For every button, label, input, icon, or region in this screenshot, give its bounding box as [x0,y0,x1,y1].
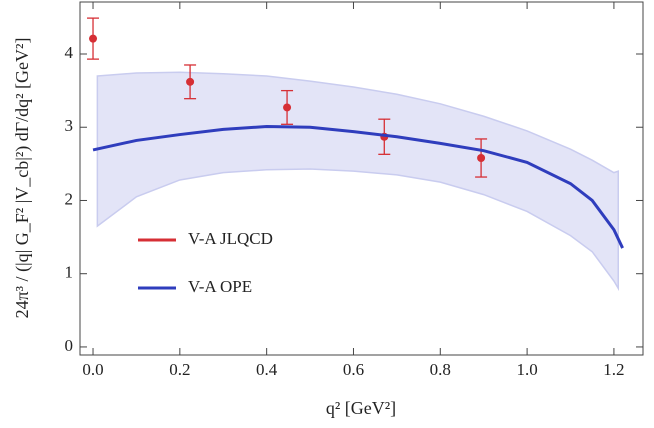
y-tick-label: 1 [65,263,74,282]
y-tick-label: 0 [65,336,74,355]
y-tick-label: 2 [65,189,74,208]
series-line [92,125,624,249]
x-tick-label: 1.2 [603,360,624,379]
data-point [89,34,98,43]
legend-label: V-A OPE [188,277,252,296]
x-tick-label: 0.4 [256,360,278,379]
data-point [283,103,292,112]
y-tick-label: 4 [65,43,74,62]
y-axis-label: 24π³ / (|q| G_F² |V_cb|²) dΓ/dq² [GeV²] [12,38,33,319]
uncertainty-band [96,71,620,292]
data-point [186,77,195,86]
y-tick-label: 3 [65,116,74,135]
plot-frame [79,1,644,356]
x-axis-label: q² [GeV²] [326,398,396,418]
x-tick-label: 0.0 [82,360,103,379]
data-point [477,153,486,162]
legend-label: V-A JLQCD [188,229,273,248]
x-tick-label: 1.0 [516,360,537,379]
x-tick-label: 0.8 [430,360,451,379]
x-tick-label: 0.6 [343,360,364,379]
x-tick-label: 0.2 [169,360,190,379]
